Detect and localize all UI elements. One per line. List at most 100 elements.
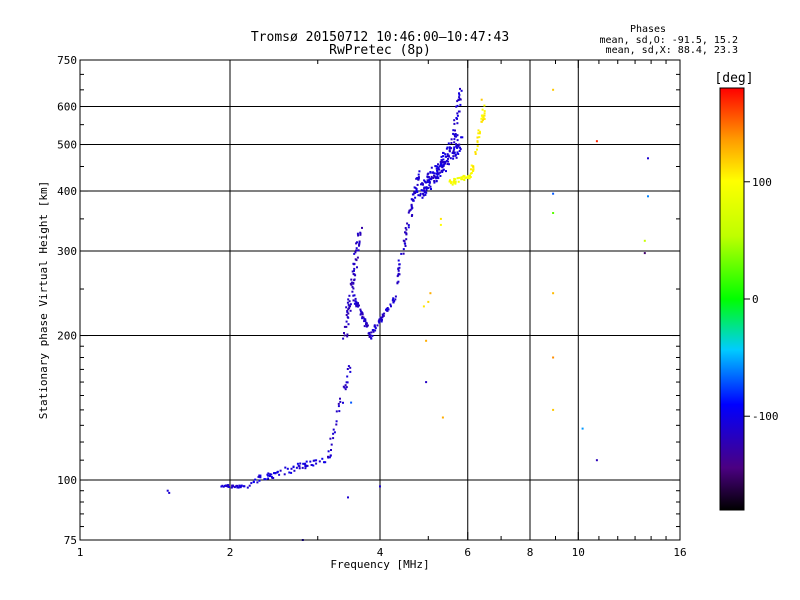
data-point (452, 151, 455, 154)
data-point (453, 151, 456, 154)
data-point (361, 226, 363, 229)
data-point (335, 423, 338, 426)
data-point (379, 485, 381, 488)
data-point (455, 144, 458, 147)
data-point (402, 252, 405, 255)
data-point (397, 280, 400, 283)
data-point (441, 171, 444, 173)
data-point (332, 432, 335, 435)
axis-ticks: 1 2 4 6 8 10 16 75 100 200 300 400 500 600 750 (57, 54, 687, 559)
data-point (421, 196, 424, 199)
data-point (258, 474, 261, 477)
data-point (454, 182, 457, 185)
data-point (359, 313, 362, 316)
data-point (476, 148, 478, 151)
data-point (338, 410, 341, 413)
data-point (332, 437, 335, 440)
data-point (647, 157, 649, 160)
data-point (457, 180, 460, 183)
data-point (455, 156, 458, 159)
data-point (372, 330, 375, 333)
data-point (328, 456, 331, 459)
data-point (353, 294, 356, 297)
data-point (430, 166, 433, 169)
data-point (439, 161, 442, 163)
data-point (312, 464, 315, 467)
data-point (474, 153, 477, 155)
data-point (380, 320, 383, 323)
data-point (454, 180, 457, 183)
phase-stats-o-mode: mean, sd,O: -91.5, 15.2 (600, 35, 738, 46)
data-point (407, 226, 410, 229)
data-point (453, 122, 456, 125)
data-point (453, 177, 456, 180)
data-point (433, 174, 435, 177)
data-point (365, 321, 368, 324)
data-point (446, 163, 449, 165)
data-point (412, 198, 415, 201)
data-point (483, 110, 486, 113)
data-point (361, 316, 364, 318)
data-point (460, 89, 463, 92)
data-point (350, 401, 353, 404)
data-point (315, 459, 318, 462)
data-point (425, 181, 427, 184)
data-point (454, 153, 457, 156)
data-point (351, 285, 354, 288)
data-point (429, 171, 432, 174)
data-point (333, 431, 336, 434)
data-point (460, 176, 463, 179)
data-point (442, 152, 445, 154)
data-point (453, 138, 456, 141)
data-point (405, 238, 408, 241)
data-point (344, 384, 347, 387)
data-point (453, 180, 456, 183)
chart-title: Tromsø 20150712 10:46:00–10:47:43 (251, 30, 509, 45)
data-point (290, 471, 293, 474)
data-point (397, 259, 400, 262)
data-point (356, 232, 359, 235)
data-point (477, 132, 480, 135)
data-point (267, 472, 270, 475)
data-point (423, 179, 426, 182)
data-point (460, 178, 463, 181)
data-point (456, 134, 459, 137)
data-point (358, 243, 361, 246)
data-point (352, 287, 355, 290)
data-point (436, 173, 439, 176)
data-point (477, 129, 480, 132)
data-point (405, 232, 408, 235)
data-point (366, 324, 369, 327)
data-point (348, 294, 351, 297)
data-point (448, 150, 451, 153)
data-point (345, 325, 348, 328)
data-points (166, 87, 649, 541)
data-point (470, 164, 473, 167)
data-point (454, 133, 457, 135)
data-point (360, 312, 363, 315)
data-point (480, 120, 483, 123)
data-point (339, 400, 342, 403)
data-point (347, 308, 350, 311)
data-point (647, 195, 649, 198)
data-point (478, 136, 481, 139)
data-point (257, 475, 260, 478)
data-point (581, 427, 584, 430)
data-point (443, 161, 445, 164)
data-point (355, 247, 358, 250)
data-point (595, 140, 598, 143)
data-point (411, 206, 414, 209)
data-point (447, 142, 450, 145)
data-point (296, 462, 299, 465)
data-point (416, 191, 419, 193)
data-point (269, 473, 272, 476)
data-point (363, 325, 366, 328)
data-point (412, 193, 415, 196)
data-point (355, 301, 358, 304)
data-point (283, 473, 286, 476)
data-point (370, 331, 373, 334)
data-point (458, 176, 461, 179)
data-point (456, 151, 459, 154)
data-point (305, 460, 308, 463)
data-point (335, 420, 338, 423)
